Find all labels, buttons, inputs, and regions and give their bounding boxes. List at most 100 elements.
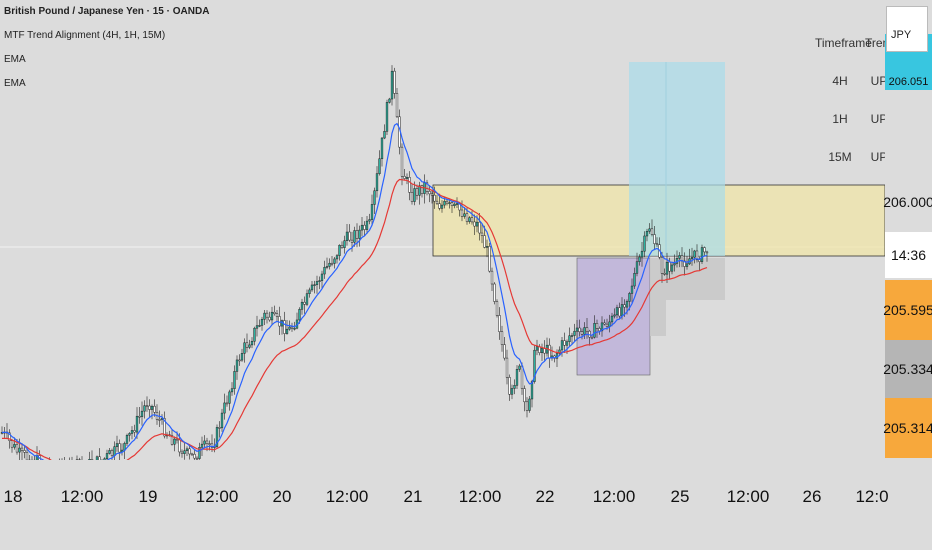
candle-body xyxy=(243,342,246,354)
candle-body xyxy=(420,185,424,194)
candle-body xyxy=(705,251,709,254)
candle-body xyxy=(215,427,219,447)
candle-body xyxy=(333,258,336,264)
ema-fast-line xyxy=(1,122,708,460)
candle-body xyxy=(683,260,686,267)
candle-body xyxy=(25,452,29,460)
candle-body xyxy=(563,340,566,346)
candle-body xyxy=(10,440,14,448)
candle-body xyxy=(530,381,534,400)
candle-body xyxy=(678,255,681,259)
candle-body xyxy=(590,336,594,339)
candle-body xyxy=(150,405,154,410)
time-axis[interactable] xyxy=(0,460,932,550)
row-timeframe: 1H xyxy=(832,112,848,126)
candle-body xyxy=(523,388,526,403)
candle-body xyxy=(255,325,259,329)
candle-body xyxy=(578,327,581,332)
candle-body xyxy=(175,438,179,441)
indicator-label[interactable]: MTF Trend Alignment (4H, 1H, 15M) xyxy=(4,30,166,41)
candle-body xyxy=(483,235,486,248)
candle-body xyxy=(218,427,221,429)
candle-body xyxy=(230,388,234,393)
candle-body xyxy=(130,430,134,434)
candle-body xyxy=(193,453,196,459)
candle-body xyxy=(595,323,599,329)
candle-body xyxy=(615,307,619,316)
candle-body xyxy=(125,434,129,444)
candle-body xyxy=(310,284,314,291)
candle-body xyxy=(620,304,624,317)
accumulation-zone-box[interactable] xyxy=(576,257,651,376)
candle-body xyxy=(363,224,366,230)
candle-body xyxy=(345,231,349,241)
candle-body xyxy=(605,323,609,327)
candle-body xyxy=(633,273,636,287)
candle-body xyxy=(700,247,704,262)
candle-body xyxy=(593,323,596,338)
candle-body xyxy=(318,280,321,282)
candle-body xyxy=(225,402,229,405)
candle-body xyxy=(275,313,279,317)
row-trend: UP xyxy=(870,112,888,126)
candle-body xyxy=(268,316,271,321)
candle-body xyxy=(335,255,339,260)
candle-body xyxy=(425,182,429,192)
candle-body xyxy=(648,228,651,232)
candle-body xyxy=(173,438,176,445)
candle-body xyxy=(308,289,311,294)
candle-body xyxy=(418,185,421,196)
candle-body xyxy=(140,410,144,417)
candle-body xyxy=(315,281,319,285)
candle-body xyxy=(570,335,574,337)
candle-body xyxy=(380,137,384,160)
time-label: 12:0 xyxy=(855,487,889,506)
candle-body xyxy=(665,261,669,275)
candle-body xyxy=(485,246,489,248)
ema-label-2[interactable]: EMA xyxy=(4,78,26,89)
candle-body xyxy=(113,446,116,456)
candle-body xyxy=(410,192,414,202)
candle-body xyxy=(415,188,419,196)
candle-body xyxy=(443,200,446,206)
candle-body xyxy=(495,301,499,316)
candle-body xyxy=(195,457,199,460)
candle-body xyxy=(128,433,131,436)
table-row: 1H UP xyxy=(815,112,893,150)
candle-body xyxy=(625,301,629,308)
candle-body xyxy=(488,246,491,272)
candle-body xyxy=(518,365,521,370)
candle-body xyxy=(513,385,516,389)
time-label: 12:00 xyxy=(726,487,770,506)
candle-body xyxy=(510,388,514,395)
candle-body xyxy=(288,326,291,330)
currency-selector[interactable]: JPY xyxy=(886,6,928,52)
ema-label-1[interactable]: EMA xyxy=(4,54,26,65)
candle-body xyxy=(600,322,604,332)
candle-body xyxy=(205,440,209,444)
candle-body xyxy=(298,309,301,321)
candle-body xyxy=(383,131,386,139)
candle-body xyxy=(575,327,579,332)
candle-body xyxy=(548,344,551,359)
candle-body xyxy=(450,202,454,207)
candle-body xyxy=(188,448,191,455)
target-zone-box[interactable] xyxy=(629,62,725,256)
table-row: 15M UP xyxy=(815,150,893,188)
symbol-title[interactable]: British Pound / Japanese Yen · 15 · OAND… xyxy=(4,6,210,17)
candle-body xyxy=(95,456,99,460)
candle-body xyxy=(18,447,21,453)
candle-body xyxy=(253,327,256,342)
candle-body xyxy=(278,316,281,327)
candle-body xyxy=(350,239,354,243)
chart-canvas[interactable] xyxy=(0,0,885,460)
candle-body xyxy=(313,284,316,286)
candle-body xyxy=(460,209,464,217)
candle-body xyxy=(430,193,434,196)
candle-body xyxy=(623,304,626,308)
candle-body xyxy=(328,262,331,267)
candle-body xyxy=(560,340,564,351)
candle-body xyxy=(598,328,601,332)
price-chart[interactable] xyxy=(0,0,885,460)
candle-body xyxy=(565,341,569,346)
